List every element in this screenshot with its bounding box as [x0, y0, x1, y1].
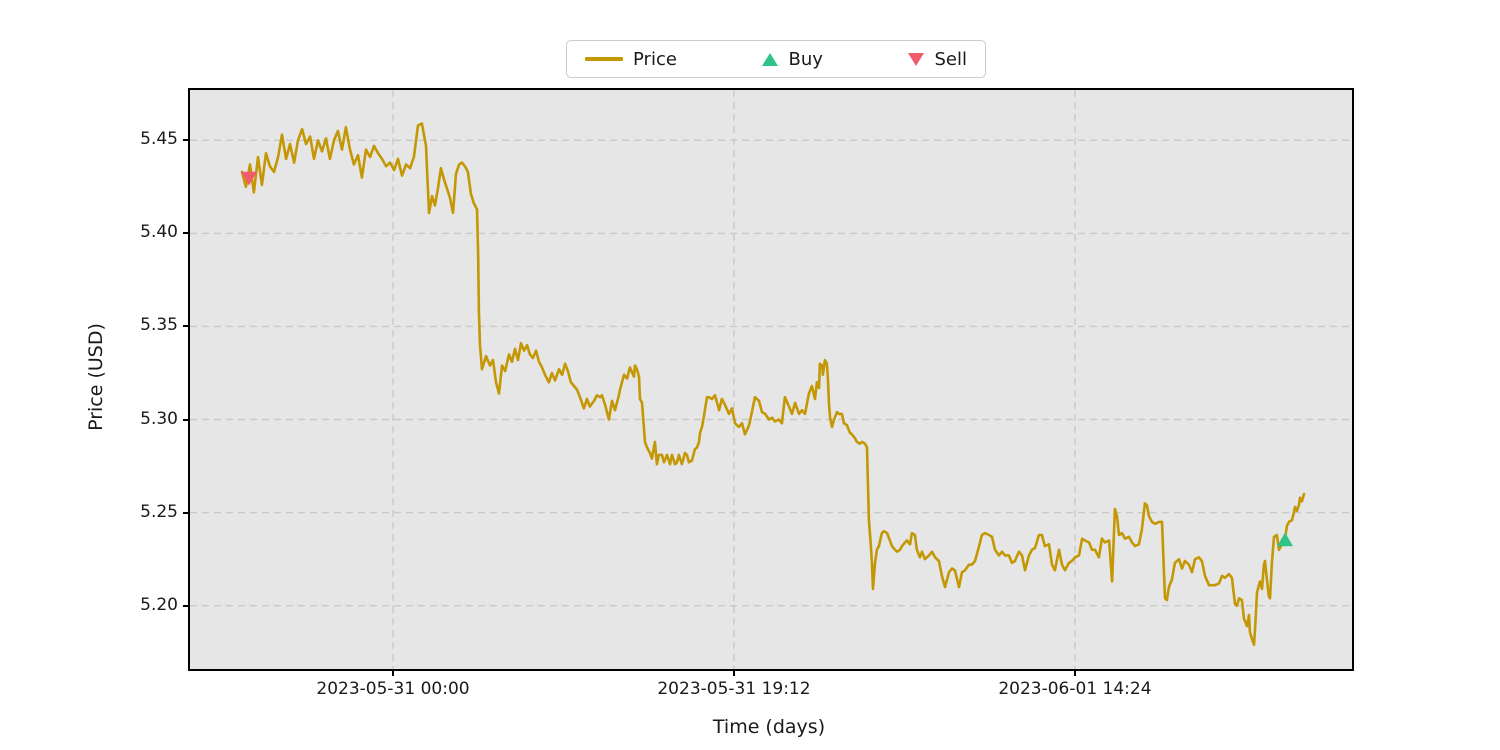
- y-tick-mark: [183, 418, 190, 421]
- y-tick-mark: [183, 604, 190, 607]
- y-tick-label: 5.45: [140, 129, 178, 150]
- y-axis-label: Price (USD): [85, 323, 107, 431]
- legend-buy-label: Buy: [788, 48, 823, 70]
- x-tick-mark: [1073, 669, 1076, 676]
- sell-triangle-down-icon: [908, 52, 925, 66]
- y-tick-mark: [183, 325, 190, 328]
- legend-price-label: Price: [633, 48, 677, 70]
- x-tick-mark: [391, 669, 394, 676]
- y-tick-label: 5.40: [140, 222, 178, 243]
- x-tick-label: 2023-06-01 14:24: [998, 679, 1152, 699]
- legend-item-sell: Sell: [908, 49, 967, 70]
- y-tick-mark: [183, 511, 190, 514]
- price-line-swatch-icon: [585, 57, 623, 61]
- legend-item-buy: Buy: [762, 48, 823, 70]
- buy-marker-triangle-up-icon: [1277, 532, 1294, 547]
- legend-item-price: Price: [585, 49, 677, 70]
- legend: Price Buy Sell: [566, 40, 986, 78]
- x-tick-label: 2023-05-31 00:00: [316, 679, 470, 699]
- y-tick-label: 5.30: [140, 408, 178, 429]
- y-tick-label: 5.20: [140, 594, 178, 615]
- price-line-chart: [190, 90, 1352, 669]
- sell-marker-triangle-down-icon: [240, 171, 257, 186]
- y-tick-mark: [183, 139, 190, 142]
- plot-area: 5.20 5.25 5.30 5.35 5.40 5.45 2023-05-31 00:00…: [140, 88, 1354, 699]
- y-tick-mark: [183, 232, 190, 235]
- buy-triangle-up-icon: [762, 52, 779, 66]
- y-tick-label: 5.25: [140, 501, 178, 522]
- y-tick-label: 5.35: [140, 315, 178, 336]
- x-axis-label: Time (days): [712, 716, 826, 738]
- price-line: [240, 122, 1306, 647]
- x-tick-label: 2023-05-31 19:12: [657, 679, 811, 699]
- legend-sell-label: Sell: [934, 48, 967, 70]
- x-tick-mark: [732, 669, 735, 676]
